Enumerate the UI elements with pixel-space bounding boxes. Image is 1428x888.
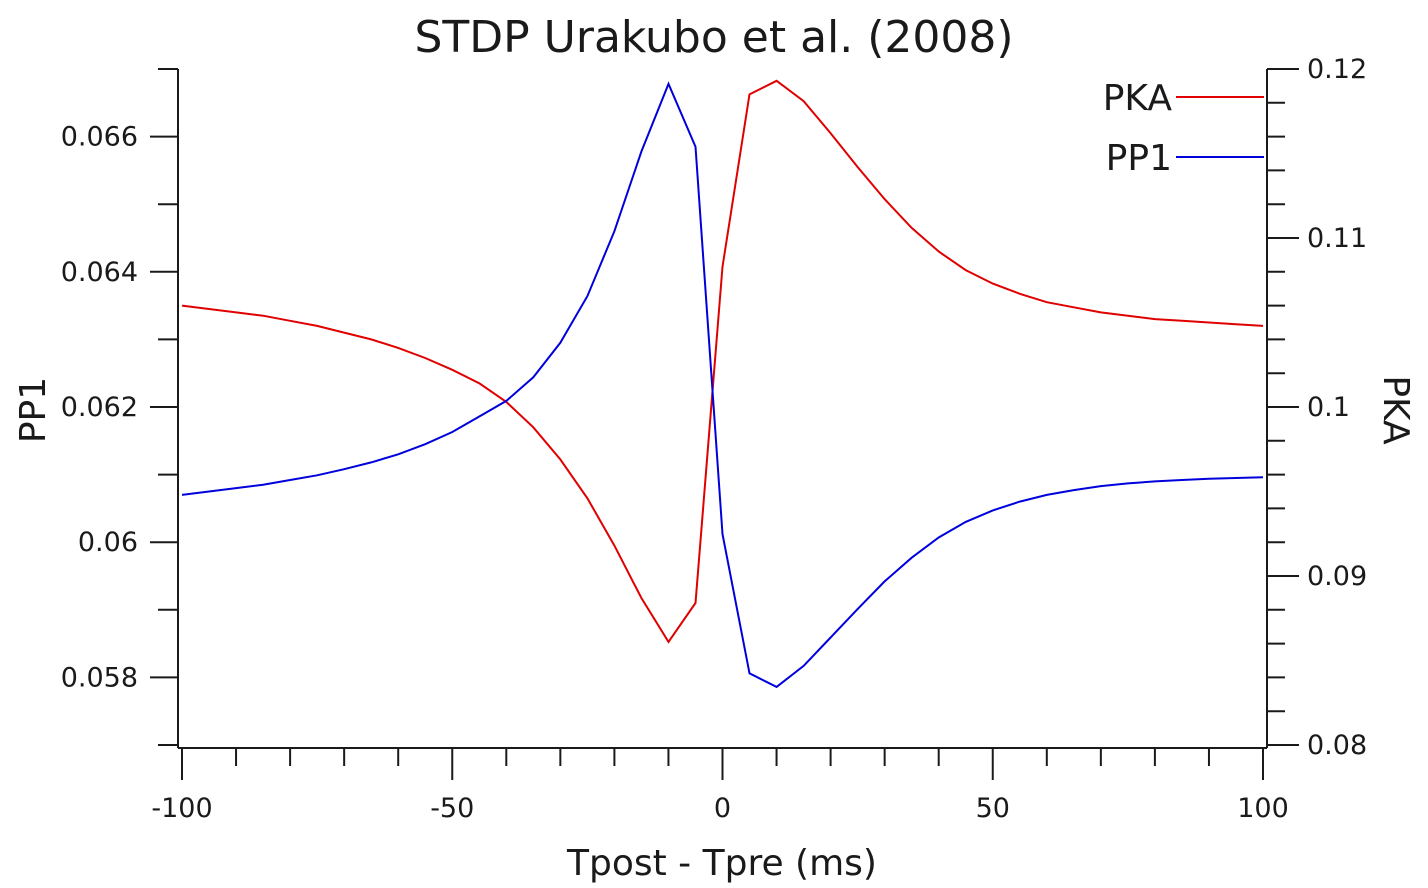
axes: -100 -50 0 50 100 0.058 0.06 0.062 0.064 0.066 0.0… xyxy=(61,54,1367,824)
x-tick-label: 100 xyxy=(1237,793,1289,824)
x-tick-label: 0 xyxy=(714,793,731,824)
x-tick-label: 50 xyxy=(976,793,1010,824)
legend-label-pka: PKA xyxy=(1103,78,1173,119)
x-axis-label: Tpost - Tpre (ms) xyxy=(566,843,877,884)
series-line-pka xyxy=(181,79,1264,644)
y-right-tick-label: 0.11 xyxy=(1307,223,1367,254)
y-axis-right-label: PKA xyxy=(1375,375,1416,445)
x-tick-label: -50 xyxy=(430,793,474,824)
y-right-tick-label: 0.1 xyxy=(1307,392,1350,423)
y-left-tick-label: 0.06 xyxy=(78,527,138,558)
y-right-tick-label: 0.09 xyxy=(1307,561,1367,592)
y-left-tick-label: 0.062 xyxy=(61,392,138,423)
series-line-pp1 xyxy=(181,81,1264,689)
y-left-tick-label: 0.058 xyxy=(61,662,138,693)
x-tick-label: -100 xyxy=(151,793,212,824)
y-axis-left-label: PP1 xyxy=(13,377,54,443)
legend-label-pp1: PP1 xyxy=(1106,138,1172,179)
chart-title: STDP Urakubo et al. (2008) xyxy=(414,12,1013,63)
y-right-tick-label: 0.08 xyxy=(1307,730,1367,761)
y-left-tick-label: 0.064 xyxy=(61,257,138,288)
y-right-tick-label: 0.12 xyxy=(1307,54,1367,85)
plot-lines xyxy=(181,79,1264,689)
y-left-tick-label: 0.066 xyxy=(61,122,138,153)
legend: PKA PP1 xyxy=(1103,78,1264,179)
